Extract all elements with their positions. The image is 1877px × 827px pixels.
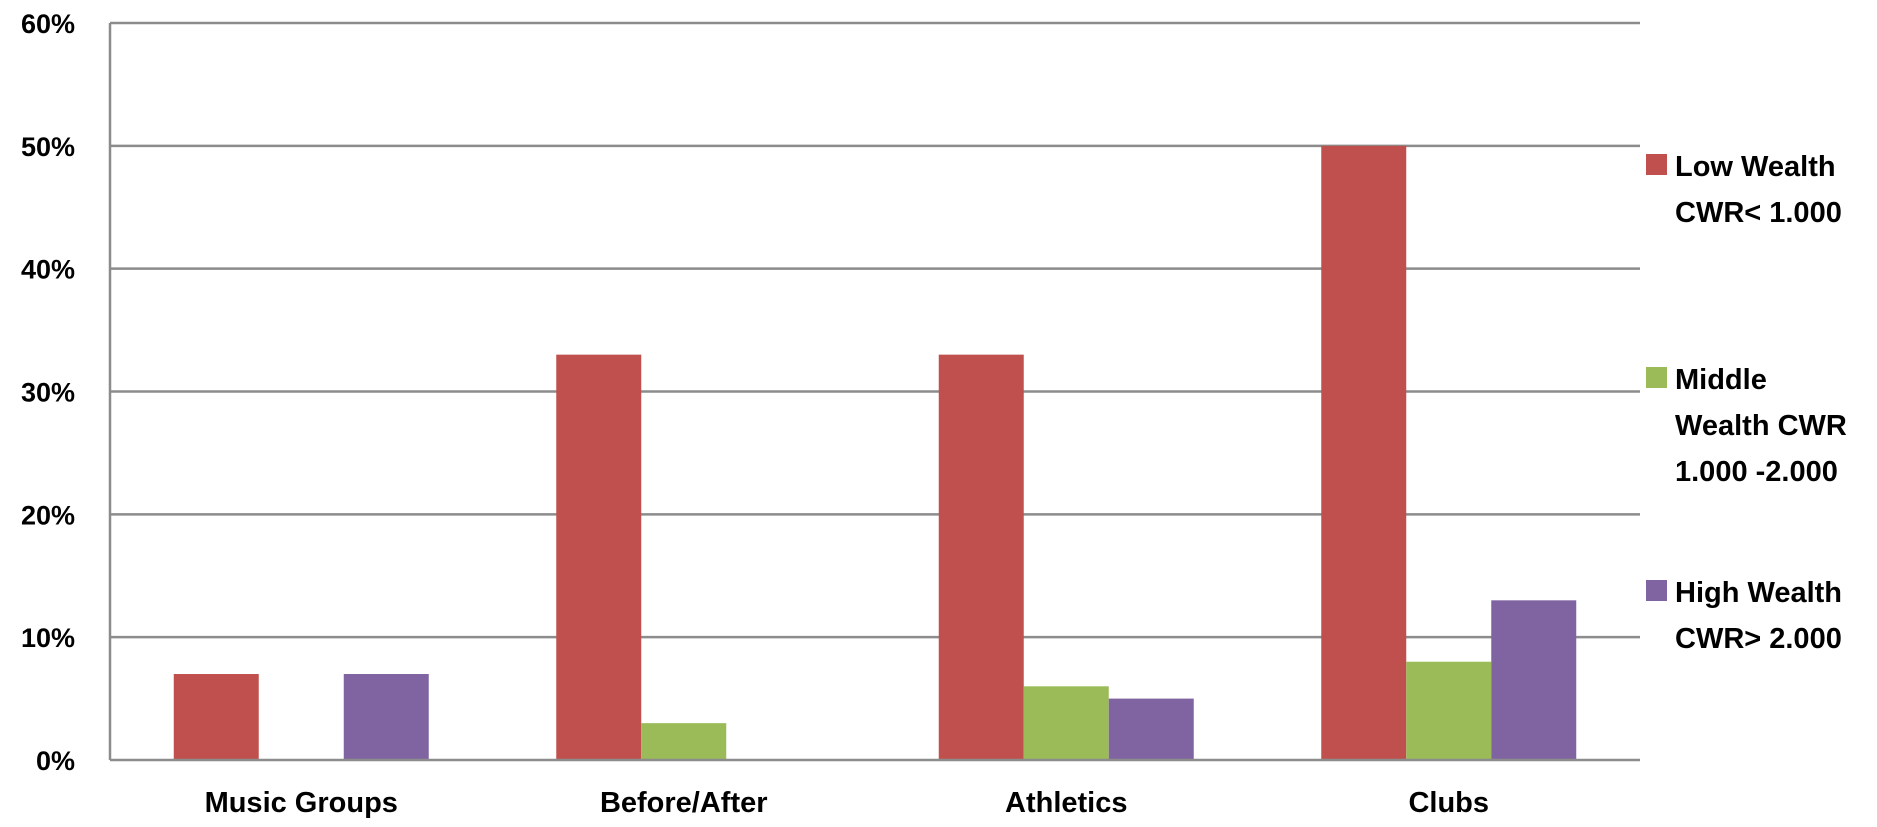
y-tick-label: 50% [21,132,75,162]
tick-labels: 0% 10% 20% 30% 40% 50% 60% Music Groups Before/A… [21,9,1489,819]
y-tick-label: 30% [21,378,75,408]
legend-swatch [1646,367,1667,388]
legend-label: 1.000 -2.000 [1675,456,1838,488]
legend-label: Wealth CWR [1675,410,1847,442]
bars [173,145,1577,761]
y-tick-label: 20% [21,500,75,530]
bar [938,354,1024,760]
gridlines [110,21,1640,639]
bar [173,674,259,760]
bar [1406,661,1492,760]
legend: Low Wealth CWR< 1.000 Middle Wealth CWR 1.00… [1646,151,1847,655]
legend-swatch [1646,580,1667,601]
x-category-label: Athletics [1005,787,1127,819]
legend-label: CWR> 2.000 [1675,623,1842,655]
axes [108,23,1640,762]
bar [641,723,727,760]
bar [556,354,642,760]
legend-label: High Wealth [1675,577,1842,609]
legend-swatch [1646,154,1667,175]
y-tick-label: 40% [21,255,75,285]
legend-label: Low Wealth [1675,151,1836,183]
x-category-label: Before/After [600,787,768,819]
bar [1321,145,1407,761]
y-tick-label: 60% [21,9,75,39]
x-category-label: Clubs [1408,787,1489,819]
x-category-label: Music Groups [205,787,398,819]
y-tick-label: 0% [36,746,75,776]
y-tick-label: 10% [21,623,75,653]
legend-label: CWR< 1.000 [1675,197,1842,229]
bar [1491,600,1577,760]
bar [1023,686,1109,760]
bar [1108,698,1194,760]
bar [343,674,429,760]
legend-label: Middle [1675,364,1767,396]
